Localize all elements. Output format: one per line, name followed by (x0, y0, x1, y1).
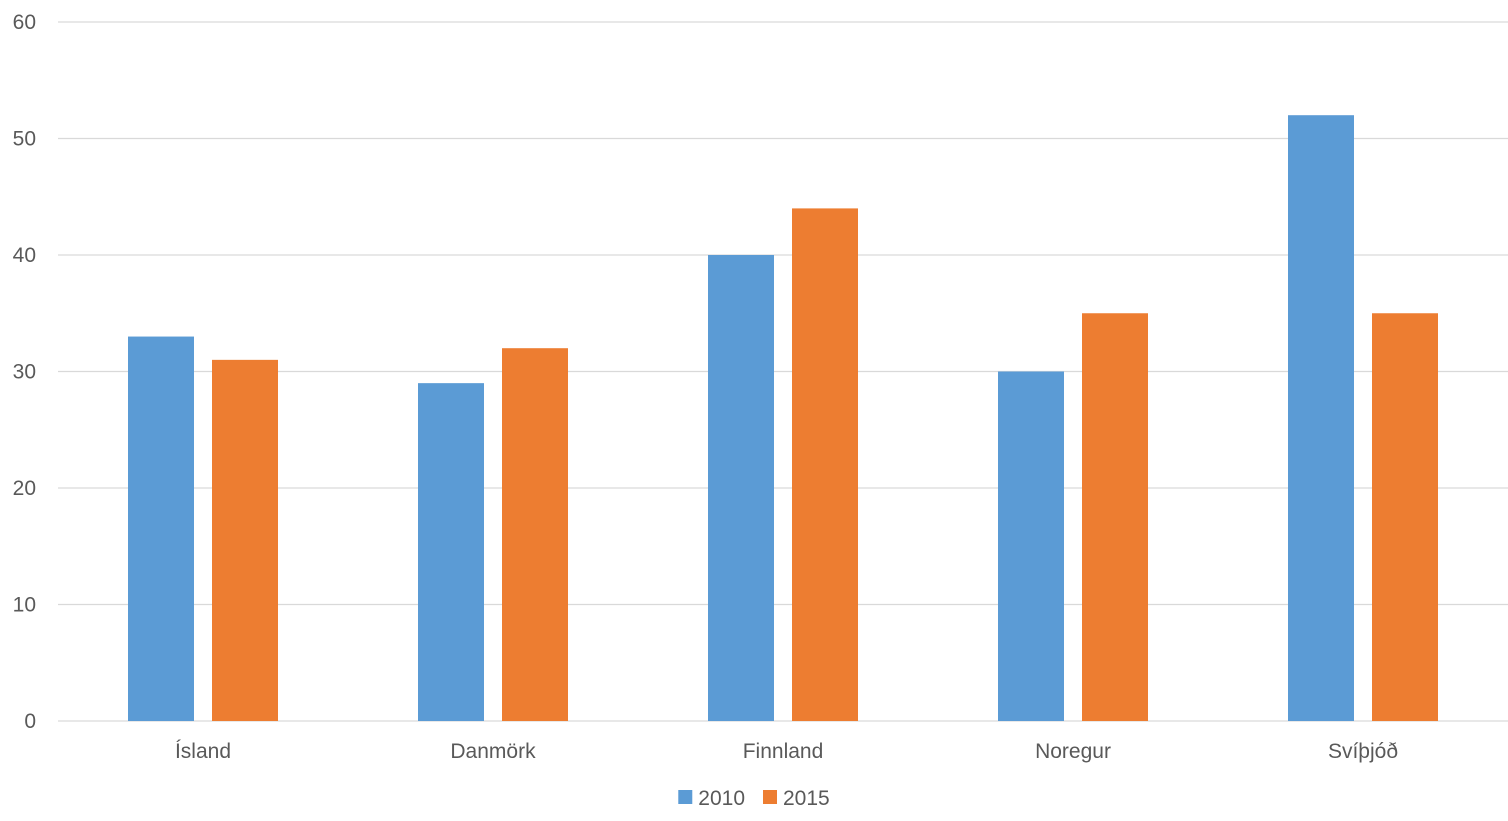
x-category-label: Finnland (743, 740, 824, 763)
x-axis-category-labels: Ísland Danmörk Finnland Noregur Svíþjóð (175, 740, 1398, 763)
bar-2015-3 (1082, 313, 1148, 721)
bar-2015-0 (212, 359, 278, 721)
y-tick-label: 10 (13, 594, 36, 617)
bars (128, 115, 1438, 721)
x-category-label: Svíþjóð (1328, 740, 1398, 763)
bar-2010-1 (418, 383, 484, 721)
y-tick-label: 0 (24, 710, 36, 733)
legend-swatch-2015 (763, 790, 777, 804)
y-axis-tick-labels: 0 10 20 30 40 50 60 (13, 11, 36, 733)
x-category-label: Ísland (175, 740, 231, 763)
legend-label: 2015 (783, 787, 830, 810)
y-tick-label: 60 (13, 11, 36, 34)
y-tick-label: 20 (13, 477, 36, 500)
legend: 2010 2015 (678, 787, 830, 810)
x-category-label: Danmörk (450, 740, 536, 763)
y-tick-label: 30 (13, 361, 36, 384)
bar-2010-3 (998, 371, 1064, 721)
y-tick-label: 40 (13, 244, 36, 267)
x-category-label: Noregur (1035, 740, 1111, 763)
y-tick-label: 50 (13, 128, 36, 151)
bar-2015-2 (792, 208, 858, 721)
legend-swatch-2010 (678, 790, 693, 804)
legend-label: 2010 (698, 787, 745, 810)
bar-2015-4 (1372, 313, 1438, 721)
bar-2015-1 (502, 348, 568, 721)
bar-2010-2 (708, 255, 774, 721)
bar-2010-4 (1288, 115, 1354, 721)
gridlines (58, 21, 1508, 722)
bar-2010-0 (128, 336, 194, 721)
